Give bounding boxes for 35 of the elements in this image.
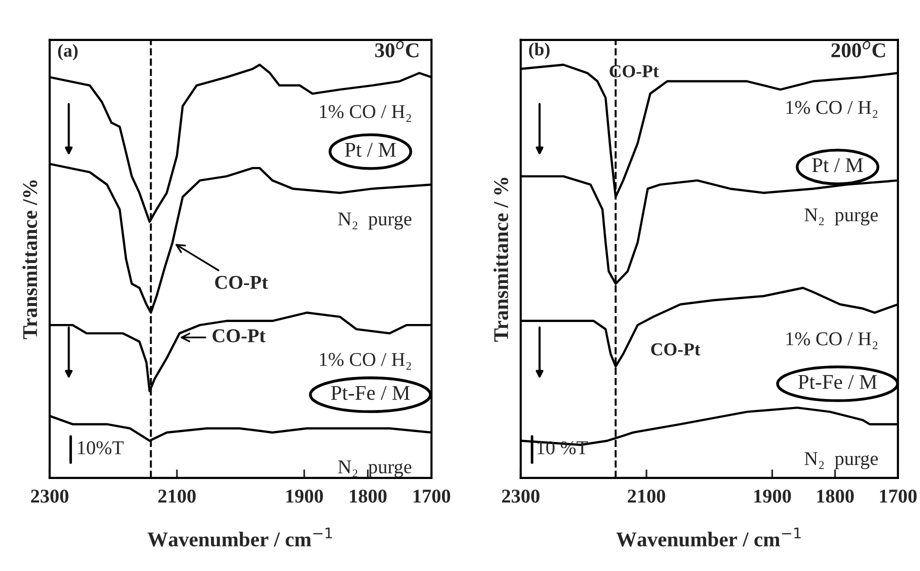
annotation: Pt / M xyxy=(812,158,864,172)
series-label: N₂ purge xyxy=(338,460,412,478)
annotation: Pt-Fe / M xyxy=(798,375,877,389)
series-label: 1% CO / H₂ xyxy=(320,352,411,370)
annotation: Pt / M xyxy=(344,142,396,157)
annotation: 10 %T xyxy=(538,441,588,454)
x-tick-label: 1700 xyxy=(414,490,450,503)
text: (a) xyxy=(58,44,78,60)
x-tick-label: 1800 xyxy=(817,490,854,503)
x-tick-label: 2100 xyxy=(158,490,196,503)
x-tick-label: 1700 xyxy=(880,490,917,503)
text: 30$^{o}$C xyxy=(375,40,418,58)
text: (b) xyxy=(529,42,550,60)
y-axis-title: Transmittance /% xyxy=(22,180,38,340)
series-label: N₂ purge xyxy=(804,208,878,226)
series-label: 1% CO / H₂ xyxy=(786,100,878,118)
annotation: Pt-Fe / M xyxy=(331,386,410,400)
x-tick-label: 1800 xyxy=(350,490,387,503)
annotation: 10%T xyxy=(78,441,124,454)
text: 200$^{o}$C xyxy=(831,40,885,58)
annotation: CO-Pt xyxy=(215,276,268,289)
x-axis-title: Wavenumber / cm$^{−1}$ xyxy=(616,528,801,547)
x-tick-label: 1900 xyxy=(754,490,791,503)
series-label: N₂ purge xyxy=(804,452,878,470)
annotation: CO-Pt xyxy=(212,329,266,342)
series-label: 1% CO / H₂ xyxy=(320,105,411,122)
series-label: 1% CO / H₂ xyxy=(786,332,878,350)
x-tick-label: 2300 xyxy=(502,490,540,503)
y-axis-title: Transmittance / % xyxy=(493,178,508,342)
x-tick-label: 2300 xyxy=(31,490,68,503)
x-tick-label: 2100 xyxy=(628,490,666,503)
series-label: N₂ purge xyxy=(338,212,412,230)
annotation: CO-Pt xyxy=(651,343,700,356)
x-tick-label: 1900 xyxy=(286,490,323,503)
x-axis-title: Wavenumber / cm$^{−1}$ xyxy=(148,528,332,547)
